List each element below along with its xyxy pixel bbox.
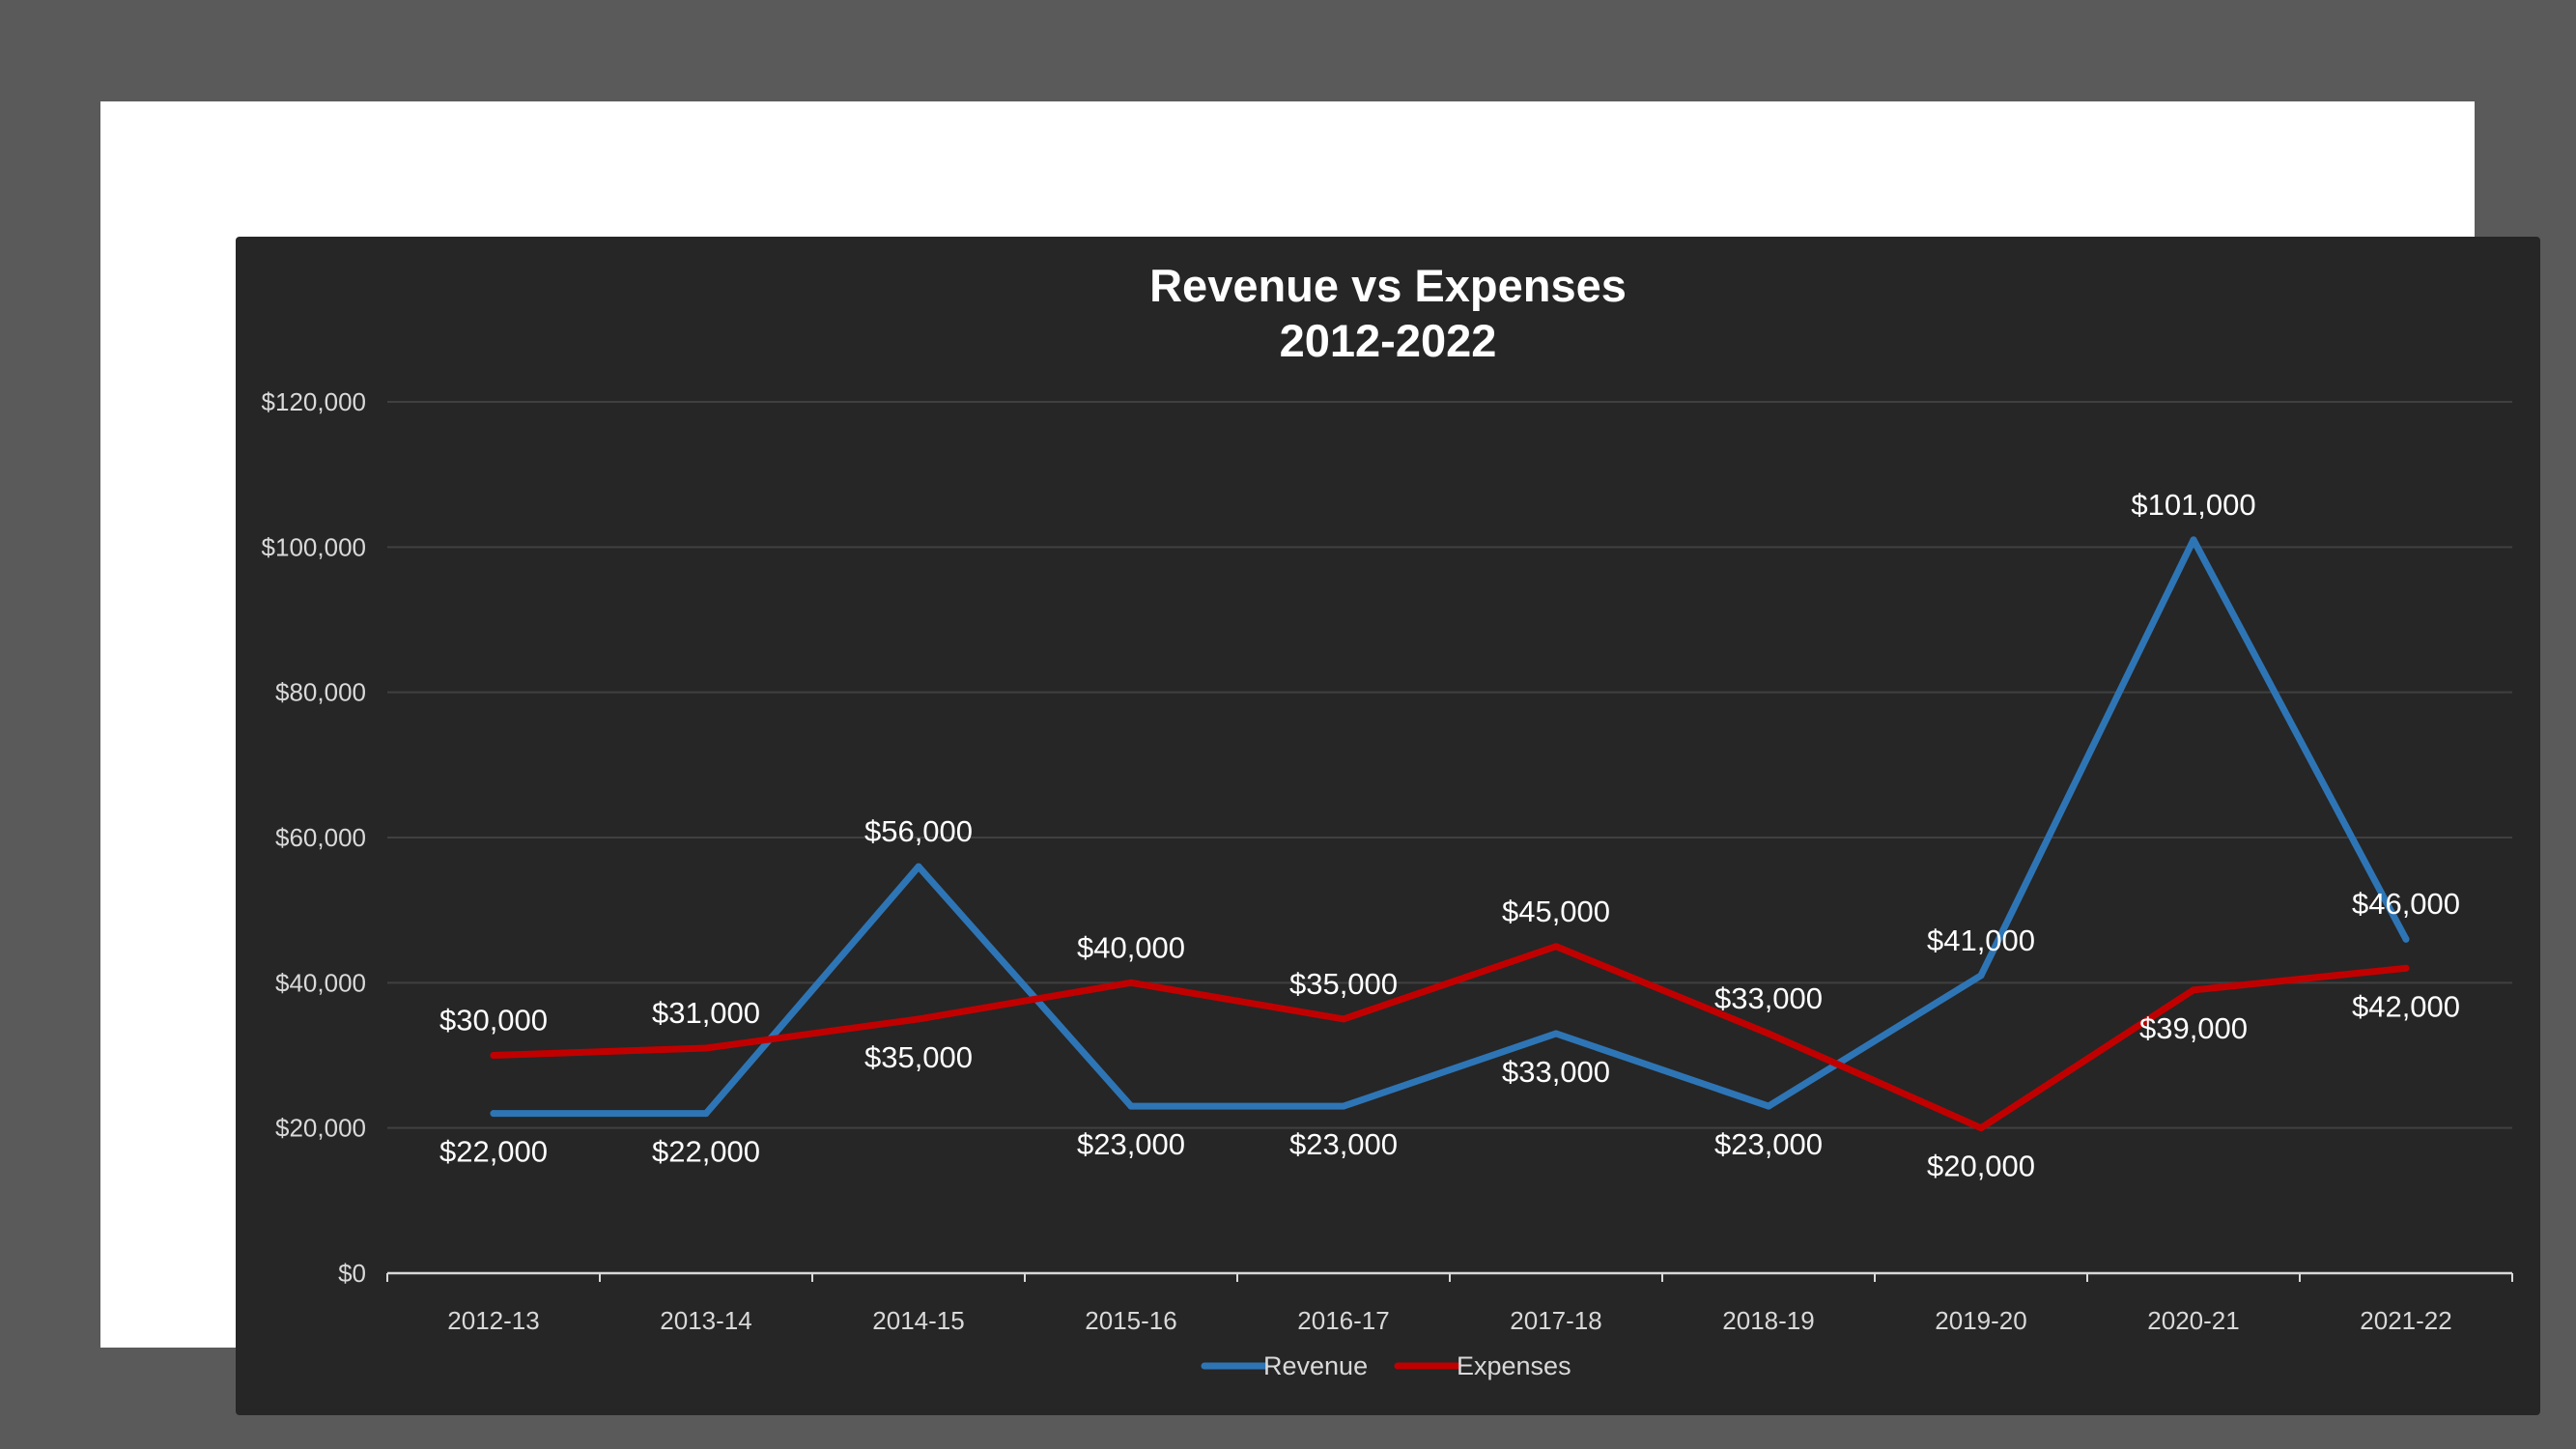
data-label-revenue: $101,000 bbox=[2131, 488, 2255, 522]
x-tick-label: 2016-17 bbox=[1297, 1306, 1389, 1335]
line-chart: Revenue vs Expenses 2012-2022 $0 $20,000 $… bbox=[262, 260, 2513, 1380]
x-tick-label: 2013-14 bbox=[660, 1306, 751, 1335]
series-line-expenses bbox=[490, 943, 2410, 1132]
chart-subtitle: 2012-2022 bbox=[1280, 315, 1497, 366]
y-tick-label: $100,000 bbox=[262, 532, 366, 561]
data-point-expenses bbox=[1977, 1124, 1985, 1132]
y-tick-label: $80,000 bbox=[275, 678, 366, 707]
y-tick-label: $60,000 bbox=[275, 823, 366, 852]
data-label-expenses: $35,000 bbox=[1289, 967, 1398, 1001]
data-label-expenses: $39,000 bbox=[2139, 1011, 2248, 1045]
data-point-revenue bbox=[2190, 536, 2197, 544]
data-label-expenses: $40,000 bbox=[1077, 930, 1185, 964]
data-label-expenses: $30,000 bbox=[439, 1004, 548, 1037]
x-tick-label: 2014-15 bbox=[872, 1306, 964, 1335]
data-point-revenue bbox=[1977, 972, 1985, 980]
data-label-revenue: $33,000 bbox=[1502, 1055, 1610, 1089]
data-point-expenses bbox=[1340, 1015, 1347, 1023]
data-point-expenses bbox=[2190, 986, 2197, 994]
data-label-revenue: $23,000 bbox=[1714, 1127, 1823, 1161]
data-label-revenue: $23,000 bbox=[1289, 1127, 1398, 1161]
data-label-expenses: $20,000 bbox=[1927, 1150, 2035, 1183]
data-point-revenue bbox=[1340, 1102, 1347, 1110]
data-point-revenue bbox=[2402, 935, 2410, 943]
data-label-revenue: $22,000 bbox=[439, 1135, 548, 1169]
data-label-revenue: $22,000 bbox=[652, 1135, 760, 1169]
data-label-expenses: $45,000 bbox=[1502, 895, 1610, 928]
data-label-revenue: $46,000 bbox=[2352, 887, 2460, 921]
data-point-revenue bbox=[915, 863, 922, 870]
data-point-revenue bbox=[702, 1110, 710, 1118]
y-tick-label: $40,000 bbox=[275, 968, 366, 997]
data-point-revenue bbox=[1552, 1030, 1560, 1037]
data-label-expenses: $42,000 bbox=[2352, 989, 2460, 1023]
data-point-revenue bbox=[490, 1110, 497, 1118]
y-tick-label: $120,000 bbox=[262, 387, 366, 416]
data-label-expenses: $33,000 bbox=[1714, 981, 1823, 1015]
x-tick-label: 2012-13 bbox=[447, 1306, 539, 1335]
data-label-revenue: $41,000 bbox=[1927, 923, 2035, 957]
chart-area: Revenue vs Expenses 2012-2022 $0 $20,000 $… bbox=[236, 237, 2540, 1415]
y-tick-label: $0 bbox=[338, 1259, 366, 1288]
legend-label-revenue: Revenue bbox=[1263, 1351, 1368, 1380]
data-point-expenses bbox=[1765, 1030, 1772, 1037]
data-point-expenses bbox=[1552, 943, 1560, 951]
data-point-expenses bbox=[2402, 964, 2410, 972]
x-tick-label: 2019-20 bbox=[1935, 1306, 2026, 1335]
data-label-revenue: $56,000 bbox=[864, 814, 973, 848]
data-point-expenses bbox=[915, 1015, 922, 1023]
legend-label-expenses: Expenses bbox=[1457, 1351, 1571, 1380]
x-tick-label: 2020-21 bbox=[2147, 1306, 2239, 1335]
x-tick-label: 2021-22 bbox=[2360, 1306, 2451, 1335]
x-tick-label: 2018-19 bbox=[1722, 1306, 1814, 1335]
y-tick-label: $20,000 bbox=[275, 1114, 366, 1143]
data-point-revenue bbox=[1127, 1102, 1135, 1110]
data-label-expenses: $35,000 bbox=[864, 1040, 973, 1074]
x-tick-label: 2017-18 bbox=[1510, 1306, 1601, 1335]
data-label-expenses: $31,000 bbox=[652, 996, 760, 1030]
chart-frame: Revenue vs Expenses 2012-2022 $0 $20,000 $… bbox=[100, 101, 2540, 1415]
data-point-expenses bbox=[490, 1052, 497, 1059]
chart-title: Revenue vs Expenses bbox=[1149, 260, 1627, 311]
data-label-revenue: $23,000 bbox=[1077, 1127, 1185, 1161]
x-tick-label: 2015-16 bbox=[1085, 1306, 1176, 1335]
data-point-revenue bbox=[1765, 1102, 1772, 1110]
data-point-expenses bbox=[1127, 979, 1135, 986]
data-point-expenses bbox=[702, 1044, 710, 1052]
series-line-revenue bbox=[490, 536, 2410, 1118]
